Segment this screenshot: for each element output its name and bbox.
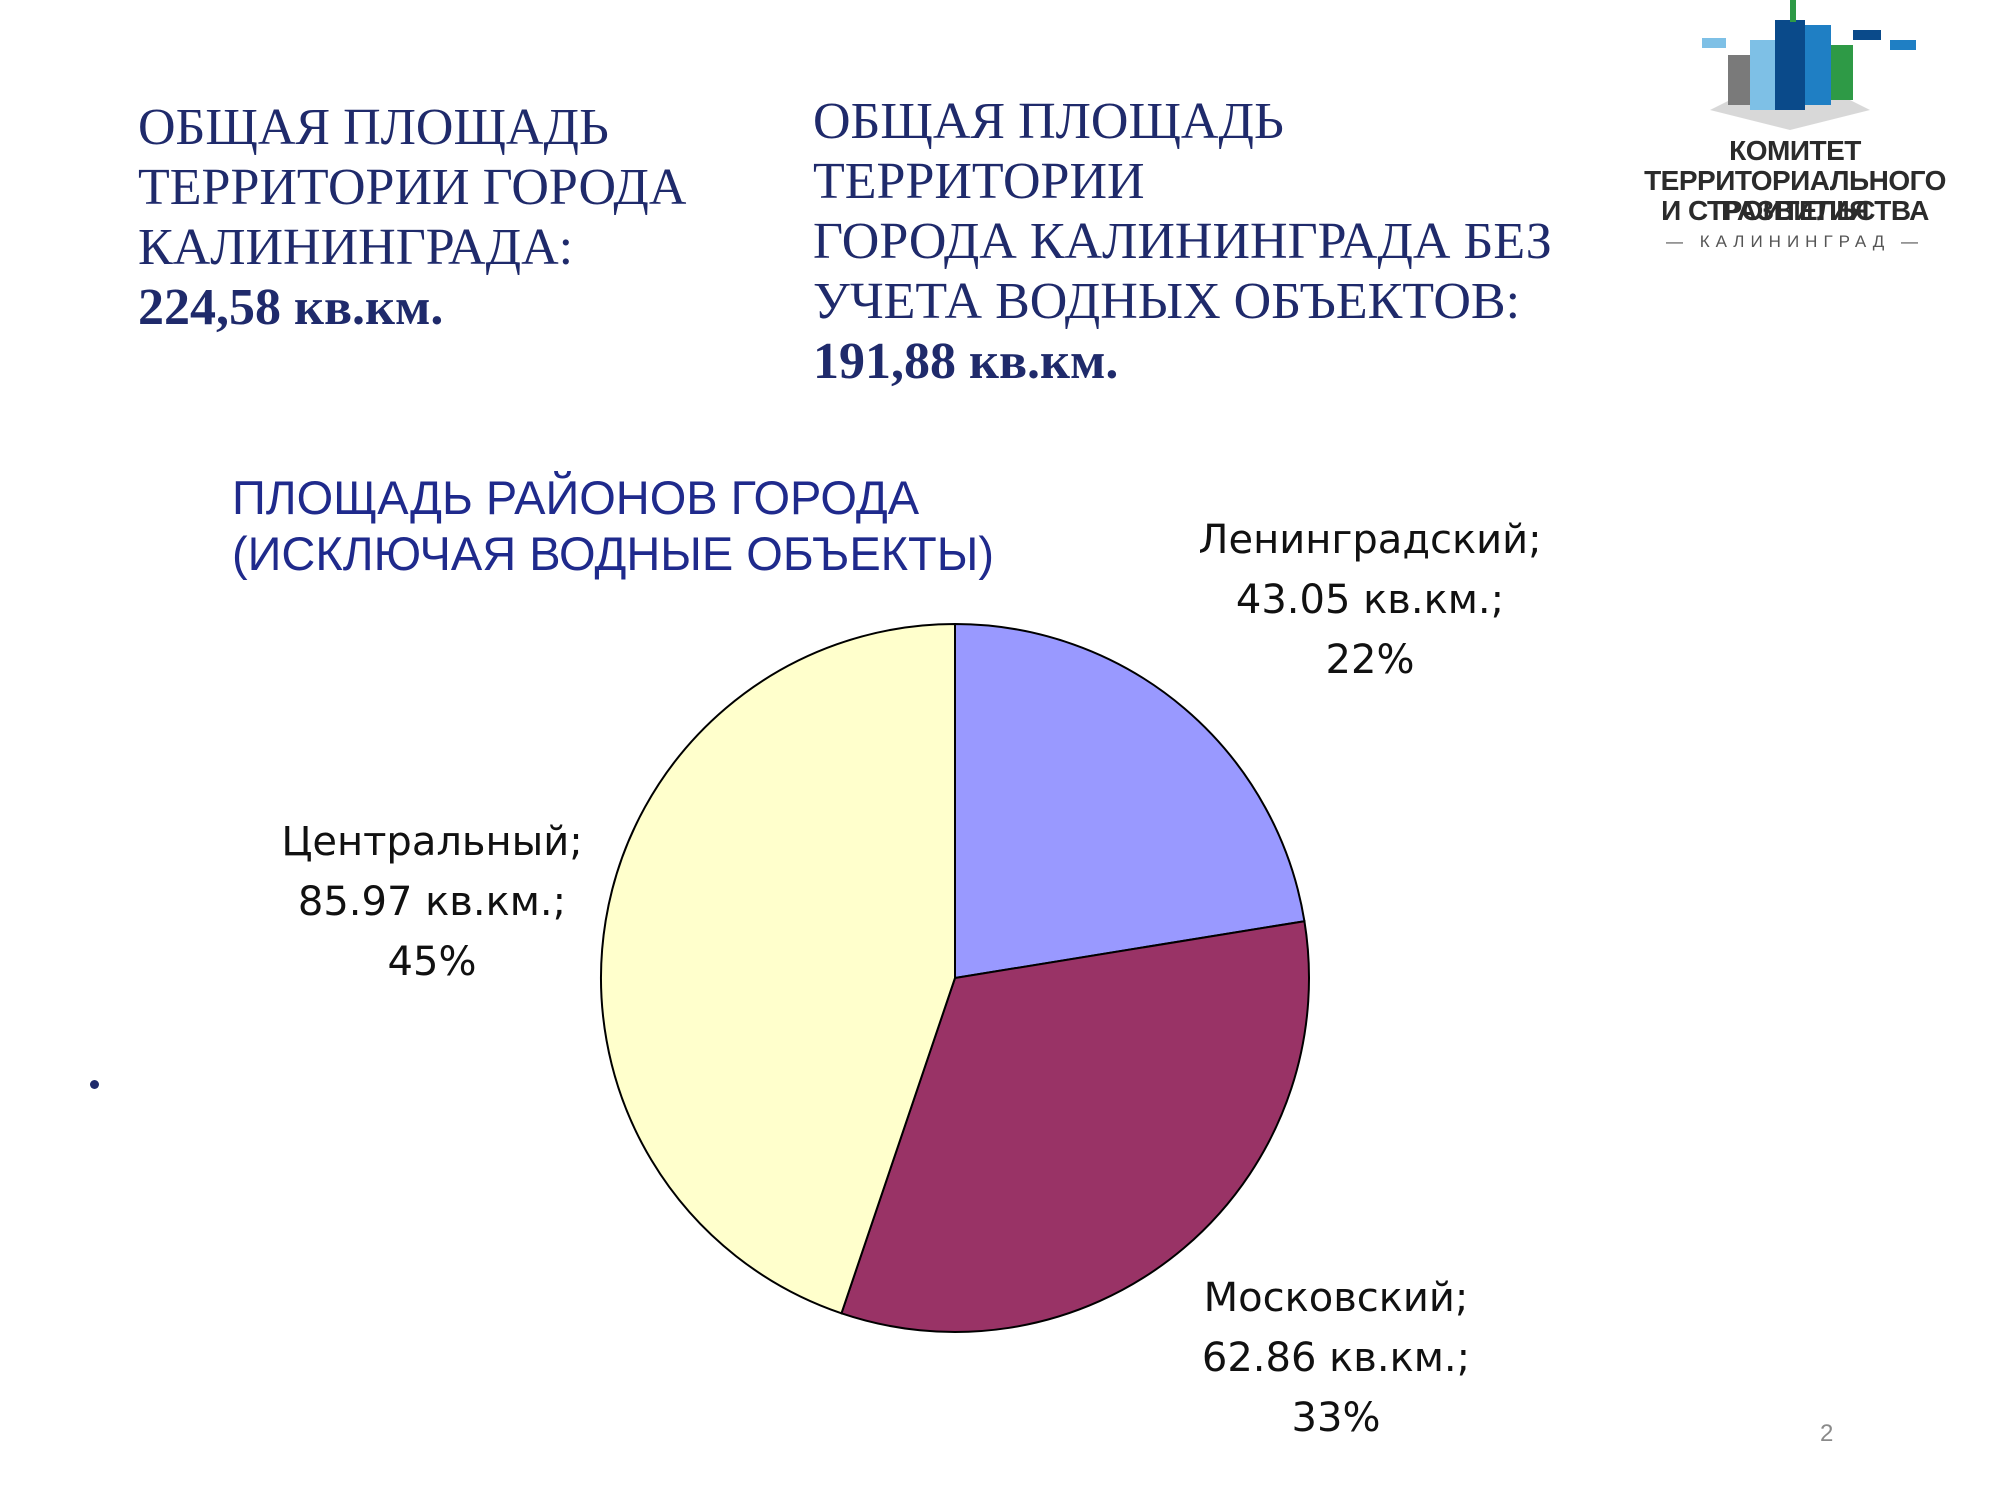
stat-land-area: ОБЩАЯ ПЛОЩАДЬ ТЕРРИТОРИИ ГОРОДА КАЛИНИНГ… <box>813 92 1613 392</box>
slice-percent: 33% <box>1291 1395 1381 1441</box>
pie-slice <box>600 622 956 1315</box>
logo-title-line: КОМИТЕТ <box>1729 135 1861 166</box>
logo-city: — КАЛИНИНГРАД — <box>1665 232 1925 251</box>
logo-mark <box>1790 0 1796 22</box>
stat-total-area: ОБЩАЯ ПЛОЩАДЬ ТЕРРИТОРИИ ГОРОДА КАЛИНИНГ… <box>138 98 738 338</box>
logo-mark <box>1750 40 1775 110</box>
slice-percent: 45% <box>387 939 477 985</box>
logo-mark <box>1890 40 1916 50</box>
logo-mark <box>1805 25 1831 105</box>
bullet-dot <box>90 1080 99 1089</box>
slice-label-moskovsky: Московский; 62.86 кв.км.; 33% <box>1126 1268 1546 1448</box>
chart-title-line: ПЛОЩАДЬ РАЙОНОВ ГОРОДА <box>232 471 920 524</box>
stat-total-value: 224,58 кв.км. <box>138 279 444 336</box>
chart-title: ПЛОЩАДЬ РАЙОНОВ ГОРОДА (ИСКЛЮЧАЯ ВОДНЫЕ … <box>232 470 994 582</box>
slice-value: 43.05 кв.км.; <box>1235 577 1505 623</box>
slice-value: 85.97 кв.км.; <box>297 879 567 925</box>
committee-logo: КОМИТЕТ ТЕРРИТОРИАЛЬНОГО РАЗВИТИЯ И СТРО… <box>1590 0 2000 260</box>
stat-land-line: УЧЕТА ВОДНЫХ ОБЪЕКТОВ: <box>813 273 1521 330</box>
logo-mark <box>1831 45 1853 100</box>
stat-total-line: КАЛИНИНГРАДА: <box>138 219 574 276</box>
slice-value: 62.86 кв.км.; <box>1201 1335 1471 1381</box>
page-number: 2 <box>1820 1420 1834 1447</box>
logo-mark <box>1702 38 1726 48</box>
slice-label-leningradsky: Ленинградский; 43.05 кв.км.; 22% <box>1160 510 1580 690</box>
stat-land-value: 191,88 кв.км. <box>813 333 1119 390</box>
slice-name: Московский; <box>1203 1275 1469 1321</box>
slice-name: Центральный; <box>281 819 583 865</box>
chart-title-line: (ИСКЛЮЧАЯ ВОДНЫЕ ОБЪЕКТЫ) <box>232 527 995 580</box>
slice-name: Ленинградский; <box>1198 517 1542 563</box>
slice-percent: 22% <box>1325 637 1415 683</box>
logo-mark <box>1775 20 1805 110</box>
pie-slice <box>840 920 1310 1333</box>
logo-mark <box>1728 55 1750 105</box>
stat-total-line: ТЕРРИТОРИИ ГОРОДА <box>138 159 687 216</box>
logo-mark <box>1853 30 1881 40</box>
stat-total-line: ОБЩАЯ ПЛОЩАДЬ <box>138 99 609 156</box>
slice-label-centralny: Центральный; 85.97 кв.км.; 45% <box>222 812 642 992</box>
stat-land-line: ОБЩАЯ ПЛОЩАДЬ ТЕРРИТОРИИ <box>813 93 1284 210</box>
pie-slice <box>954 622 1306 980</box>
logo-title-line: ТЕРРИТОРИАЛЬНОГО РАЗВИТИЯ <box>1644 165 1946 226</box>
buildings-logo-icon <box>1702 0 1916 130</box>
logo-title-line: И СТРОИТЕЛЬСТВА <box>1661 195 1929 226</box>
stat-land-line: ГОРОДА КАЛИНИНГРАДА БЕЗ <box>813 213 1552 270</box>
